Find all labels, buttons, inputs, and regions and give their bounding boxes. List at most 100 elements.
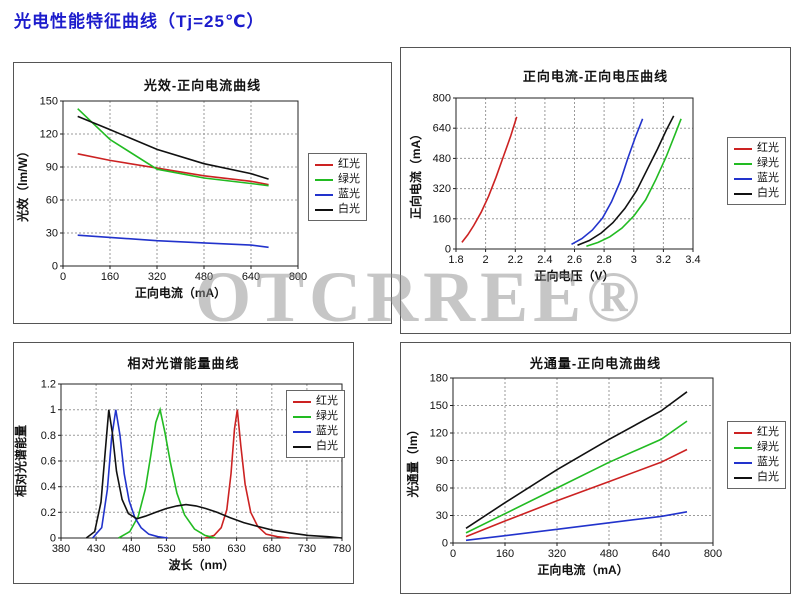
x-tick-labels: 0 160 320 480 640 800: [60, 271, 307, 283]
y-axis-label: 正向电流（mA）: [408, 128, 423, 219]
svg-text:380: 380: [52, 543, 70, 555]
svg-text:150: 150: [40, 96, 58, 108]
chart-legend: 红光 绿光 蓝光 白光: [727, 137, 786, 205]
svg-text:730: 730: [298, 543, 316, 555]
legend-label: 蓝光: [757, 456, 779, 468]
svg-text:2.4: 2.4: [537, 254, 552, 266]
legend-item: 白光: [315, 204, 360, 215]
svg-text:160: 160: [433, 213, 451, 225]
svg-text:780: 780: [333, 543, 351, 555]
legend-line-swatch: [315, 208, 333, 211]
legend-item: 蓝光: [734, 457, 779, 468]
panel-current-vs-voltage-chart: 正向电流-正向电压曲线 1.8 2 2.2 2.4 2.6 2.8 3 3.2 3.4 0 160 3…: [400, 47, 791, 334]
legend-label: 蓝光: [338, 188, 360, 200]
legend-line-swatch: [734, 147, 752, 150]
series-lines: [77, 108, 269, 249]
page-title: 光电性能特征曲线（Tj=25℃）: [14, 12, 265, 31]
svg-text:320: 320: [148, 271, 166, 283]
svg-text:2: 2: [483, 254, 489, 266]
x-axis-label: 正向电流（mA）: [135, 285, 226, 300]
legend-item: 红光: [293, 396, 338, 407]
legend-item: 白光: [734, 188, 779, 199]
svg-text:90: 90: [436, 455, 448, 467]
series-black: [77, 115, 269, 180]
series-green: [465, 420, 688, 534]
y-tick-labels: 0 160 320 480 640 800: [433, 93, 451, 256]
svg-text:60: 60: [436, 483, 448, 495]
x-axis-label: 正向电压（V）: [534, 268, 614, 283]
chart-svg: 380 430 480 530 580 630 680 730 780 0 0.2 0.4 0.6 0.8…: [14, 379, 351, 573]
svg-text:0.6: 0.6: [41, 456, 56, 468]
svg-text:160: 160: [496, 548, 514, 560]
svg-text:530: 530: [157, 543, 175, 555]
x-tick-labels: 1.8 2 2.2 2.4 2.6 2.8 3 3.2 3.4: [448, 254, 700, 266]
y-tick-labels: 0 30 60 90 120 150: [40, 96, 58, 273]
tick-marks: [58, 383, 343, 541]
svg-text:480: 480: [195, 271, 213, 283]
legend-label: 红光: [338, 158, 360, 170]
series-black: [577, 115, 675, 246]
legend-label: 绿光: [757, 441, 779, 453]
tick-marks: [60, 100, 299, 269]
tick-marks: [450, 377, 714, 546]
svg-text:640: 640: [652, 548, 670, 560]
legend-item: 红光: [315, 159, 360, 170]
svg-text:0: 0: [60, 271, 66, 283]
series-blue: [465, 511, 688, 542]
legend-line-swatch: [734, 162, 752, 165]
svg-text:0: 0: [442, 538, 448, 550]
legend-line-swatch: [734, 446, 752, 449]
svg-text:480: 480: [122, 543, 140, 555]
plot-border: [62, 100, 299, 267]
svg-text:0: 0: [445, 244, 451, 256]
legend-line-swatch: [293, 445, 311, 448]
legend-item: 白光: [734, 472, 779, 483]
y-tick-labels: 0 0.2 0.4 0.6 0.8 1 1.2: [41, 379, 56, 545]
series-green: [118, 406, 216, 539]
svg-text:640: 640: [433, 123, 451, 135]
series-black: [85, 409, 343, 539]
x-tick-labels: 0 160 320 480 640 800: [450, 548, 722, 560]
svg-text:120: 120: [430, 428, 448, 440]
svg-text:630: 630: [227, 543, 245, 555]
legend-label: 蓝光: [316, 425, 338, 437]
y-axis-label: 相对光谱能量: [14, 425, 28, 497]
panel-flux-vs-current-chart: 光通量-正向电流曲线 0 160 320 480 640 800 0 30 60 90 120 150…: [400, 342, 791, 594]
svg-text:90: 90: [46, 162, 58, 174]
chart-title-iv-curve: 正向电流-正向电压曲线: [522, 69, 669, 84]
series-lines: [465, 391, 688, 542]
svg-text:800: 800: [433, 93, 451, 105]
legend-line-swatch: [293, 430, 311, 433]
legend-label: 红光: [757, 426, 779, 438]
svg-text:2.6: 2.6: [567, 254, 582, 266]
series-red: [461, 116, 518, 243]
tick-marks: [453, 97, 694, 252]
legend-line-swatch: [734, 431, 752, 434]
x-axis-label: 正向电流（mA）: [537, 562, 628, 577]
svg-text:30: 30: [46, 228, 58, 240]
series-red: [77, 153, 269, 186]
legend-line-swatch: [734, 476, 752, 479]
svg-text:3.4: 3.4: [685, 254, 700, 266]
legend-label: 红光: [316, 395, 338, 407]
svg-text:60: 60: [46, 195, 58, 207]
y-tick-labels: 0 30 60 90 120 150 180: [430, 373, 448, 550]
grid-lines: [456, 98, 693, 249]
legend-line-swatch: [734, 177, 752, 180]
svg-text:430: 430: [87, 543, 105, 555]
svg-text:0.4: 0.4: [41, 481, 56, 493]
legend-item: 绿光: [734, 158, 779, 169]
svg-text:0: 0: [50, 533, 56, 545]
chart-title-efficacy: 光效-正向电流曲线: [143, 78, 262, 93]
svg-text:680: 680: [263, 543, 281, 555]
legend-line-swatch: [734, 461, 752, 464]
svg-text:320: 320: [433, 183, 451, 195]
grid-lines: [63, 101, 298, 266]
legend-label: 白光: [338, 203, 360, 215]
svg-text:0: 0: [450, 548, 456, 560]
svg-text:0.8: 0.8: [41, 430, 56, 442]
series-green: [77, 108, 269, 187]
legend-label: 蓝光: [757, 172, 779, 184]
svg-text:3.2: 3.2: [656, 254, 671, 266]
svg-text:800: 800: [289, 271, 307, 283]
